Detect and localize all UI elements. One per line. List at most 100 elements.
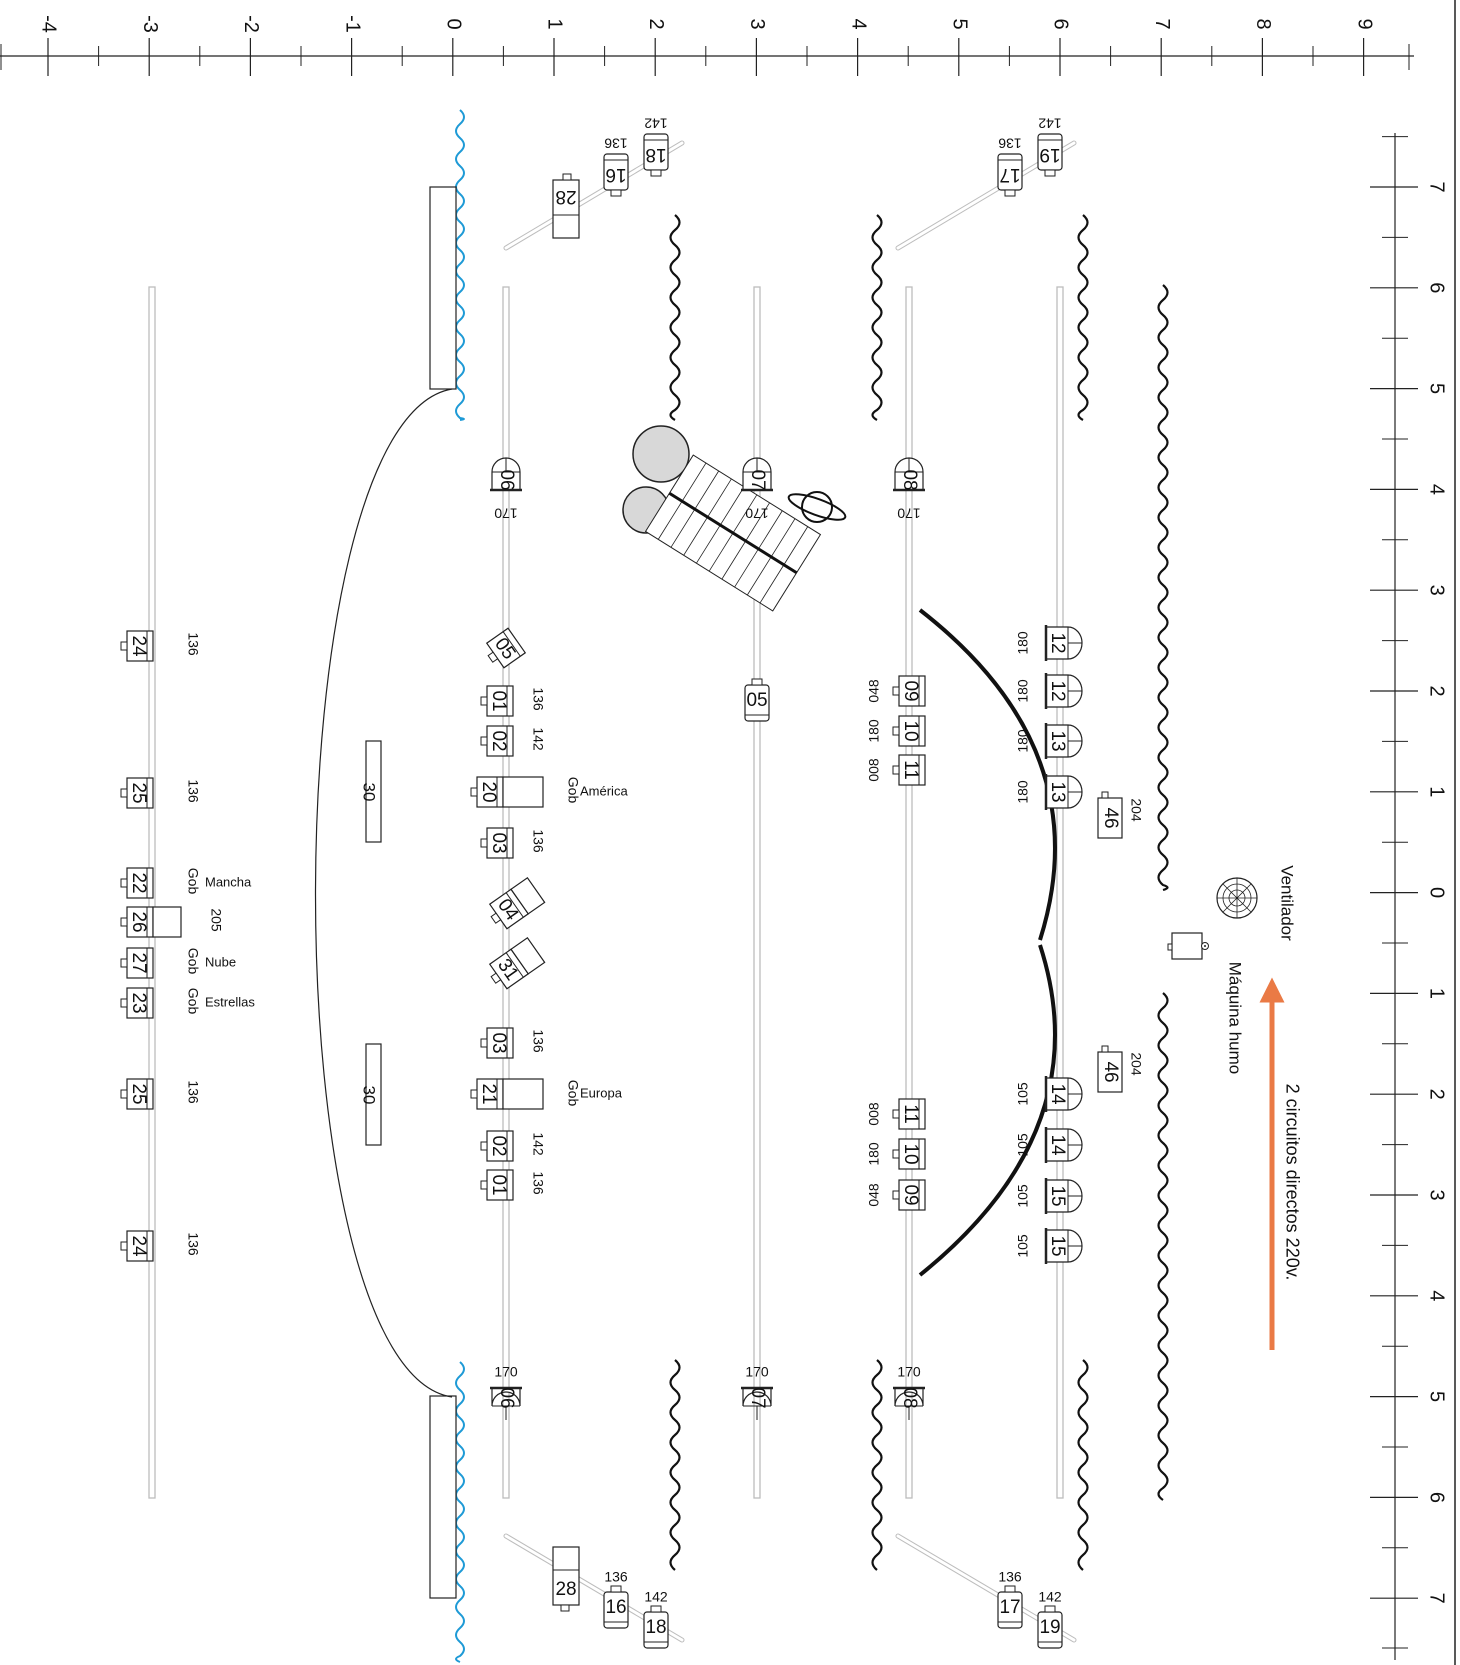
fixture-number: 24 bbox=[128, 635, 149, 657]
fixture-13: 13 bbox=[1044, 774, 1083, 810]
planet-icon bbox=[787, 491, 847, 523]
fixture-number: 16 bbox=[605, 1597, 626, 1618]
fixture-11: 11 bbox=[892, 754, 926, 786]
fixture-number: 01 bbox=[488, 1174, 509, 1195]
axis-tick-label: 9 bbox=[1353, 18, 1375, 29]
fixture-number: 13 bbox=[1047, 781, 1068, 802]
fixture-number: 06 bbox=[496, 1387, 517, 1408]
axis-tick-label: -1 bbox=[341, 15, 363, 33]
batten bbox=[1056, 286, 1064, 1499]
fixture-number: 22 bbox=[128, 872, 149, 893]
fixture-number: 18 bbox=[645, 1617, 666, 1638]
fixture-10: 10 bbox=[892, 715, 926, 747]
fixture-18: 18 bbox=[643, 133, 669, 177]
smoke-label: Máquina humo bbox=[1226, 962, 1245, 1074]
fixture-note: Estrellas bbox=[205, 994, 255, 1009]
fixture-number: 08 bbox=[899, 469, 920, 490]
gel-label: 204 bbox=[1128, 1052, 1144, 1076]
fixture-number: 05 bbox=[746, 690, 767, 711]
fixture-14: 14 bbox=[1044, 1127, 1083, 1163]
fixture-number: 08 bbox=[899, 1387, 920, 1408]
curtain-wave bbox=[1077, 214, 1089, 421]
curtain-wave bbox=[871, 214, 883, 421]
cyclorama-arcs bbox=[918, 608, 1057, 1277]
fixture-06: 06 bbox=[490, 1386, 522, 1420]
fixture-25: 25 bbox=[120, 777, 154, 809]
fixture-note: América bbox=[580, 783, 628, 798]
fixture-number: 10 bbox=[900, 1143, 921, 1164]
axis-tick-label: -4 bbox=[38, 15, 60, 33]
axis-tick-label: 6 bbox=[1426, 1492, 1448, 1503]
fixture-number: 27 bbox=[128, 952, 149, 973]
fixture-22: 22 bbox=[120, 867, 154, 899]
top-axis: -4 -3 -2 -1 0 1 2 3 4 5 6 7 8 9 bbox=[0, 15, 1414, 76]
fixture-number: 09 bbox=[900, 680, 921, 701]
axis-tick-label: 3 bbox=[1426, 585, 1448, 596]
gel-label: 170 bbox=[494, 1364, 518, 1380]
curtains bbox=[455, 109, 1169, 1663]
gel-label: Gob bbox=[185, 948, 201, 975]
fixture-number: 14 bbox=[1047, 1083, 1068, 1105]
fixture-15: 15 bbox=[1044, 1178, 1083, 1214]
axis-tick-label: 2 bbox=[645, 18, 667, 29]
fixture-number: 09 bbox=[900, 1184, 921, 1205]
gel-label: 136 bbox=[185, 632, 201, 656]
fixture-27: 27 bbox=[120, 947, 154, 979]
fixture-19: 19 bbox=[1037, 1605, 1063, 1649]
gel-label: 105 bbox=[1015, 1184, 1031, 1208]
axis-tick-label: 4 bbox=[1426, 484, 1448, 495]
gel-label: 142 bbox=[1038, 1589, 1062, 1605]
fixture-number: 25 bbox=[128, 1083, 149, 1104]
fixture-19: 19 bbox=[1037, 133, 1063, 177]
gel-label: 180 bbox=[866, 1142, 882, 1166]
fixture-46: 46 bbox=[1097, 1045, 1123, 1093]
gel-label: 170 bbox=[745, 505, 769, 521]
fixture-number: 17 bbox=[999, 164, 1020, 185]
gel-label: 105 bbox=[1015, 1133, 1031, 1157]
fixture-05: 05 bbox=[744, 678, 770, 722]
fixture-17: 17 bbox=[997, 153, 1023, 197]
fixture-03: 03 bbox=[480, 1027, 514, 1059]
gel-label: 170 bbox=[897, 1364, 921, 1380]
fixture-number: 18 bbox=[645, 144, 666, 165]
curtain-wave bbox=[455, 109, 465, 421]
fixture-46: 46 bbox=[1097, 791, 1123, 839]
gel-label: 180 bbox=[1015, 679, 1031, 703]
circuits-label: 2 circuitos directos 220v. bbox=[1282, 1084, 1302, 1281]
fixture-15: 15 bbox=[1044, 1228, 1083, 1264]
gel-label: 170 bbox=[745, 1364, 769, 1380]
gel-label: 180 bbox=[1015, 631, 1031, 655]
fixture-06: 06 bbox=[490, 457, 522, 492]
fixture-10: 10 bbox=[892, 1138, 926, 1170]
fixture-03: 03 bbox=[480, 827, 514, 859]
axis-tick-label: 0 bbox=[1426, 887, 1448, 898]
fixture-11: 11 bbox=[892, 1098, 926, 1130]
gel-label: 142 bbox=[530, 727, 546, 751]
smoke-machine-icon bbox=[1167, 932, 1209, 960]
fixture-number: 46 bbox=[1100, 1061, 1121, 1082]
gel-label: 136 bbox=[185, 779, 201, 803]
fixture-number: 01 bbox=[488, 690, 509, 711]
fixture-31: 31 bbox=[488, 936, 546, 990]
fixture-16: 16 bbox=[603, 153, 629, 197]
gel-label: 048 bbox=[866, 679, 882, 703]
fixture-09: 09 bbox=[892, 675, 926, 707]
axis-tick-label: 1 bbox=[1426, 988, 1448, 999]
gel-label: 136 bbox=[530, 687, 546, 711]
batten bbox=[753, 286, 761, 1499]
axis-tick-label: -2 bbox=[240, 15, 262, 33]
fixture-number: 19 bbox=[1039, 144, 1060, 165]
fixture-number: 25 bbox=[128, 782, 149, 803]
axis-tick-label: 4 bbox=[847, 18, 869, 29]
gel-label: 136 bbox=[604, 1569, 628, 1585]
fixture-number: 21 bbox=[478, 1083, 499, 1104]
fixture-number: 06 bbox=[496, 469, 517, 490]
fixture-number: 03 bbox=[488, 832, 509, 853]
axis-tick-label: 4 bbox=[1426, 1290, 1448, 1301]
gel-label: 142 bbox=[1038, 115, 1062, 131]
fan-label: Ventilador bbox=[1278, 865, 1297, 941]
gel-label: 204 bbox=[1128, 798, 1144, 822]
fixture-number: 02 bbox=[488, 1135, 509, 1156]
axis-tick-label: 5 bbox=[1426, 383, 1448, 394]
fixture-number: 16 bbox=[605, 164, 626, 185]
